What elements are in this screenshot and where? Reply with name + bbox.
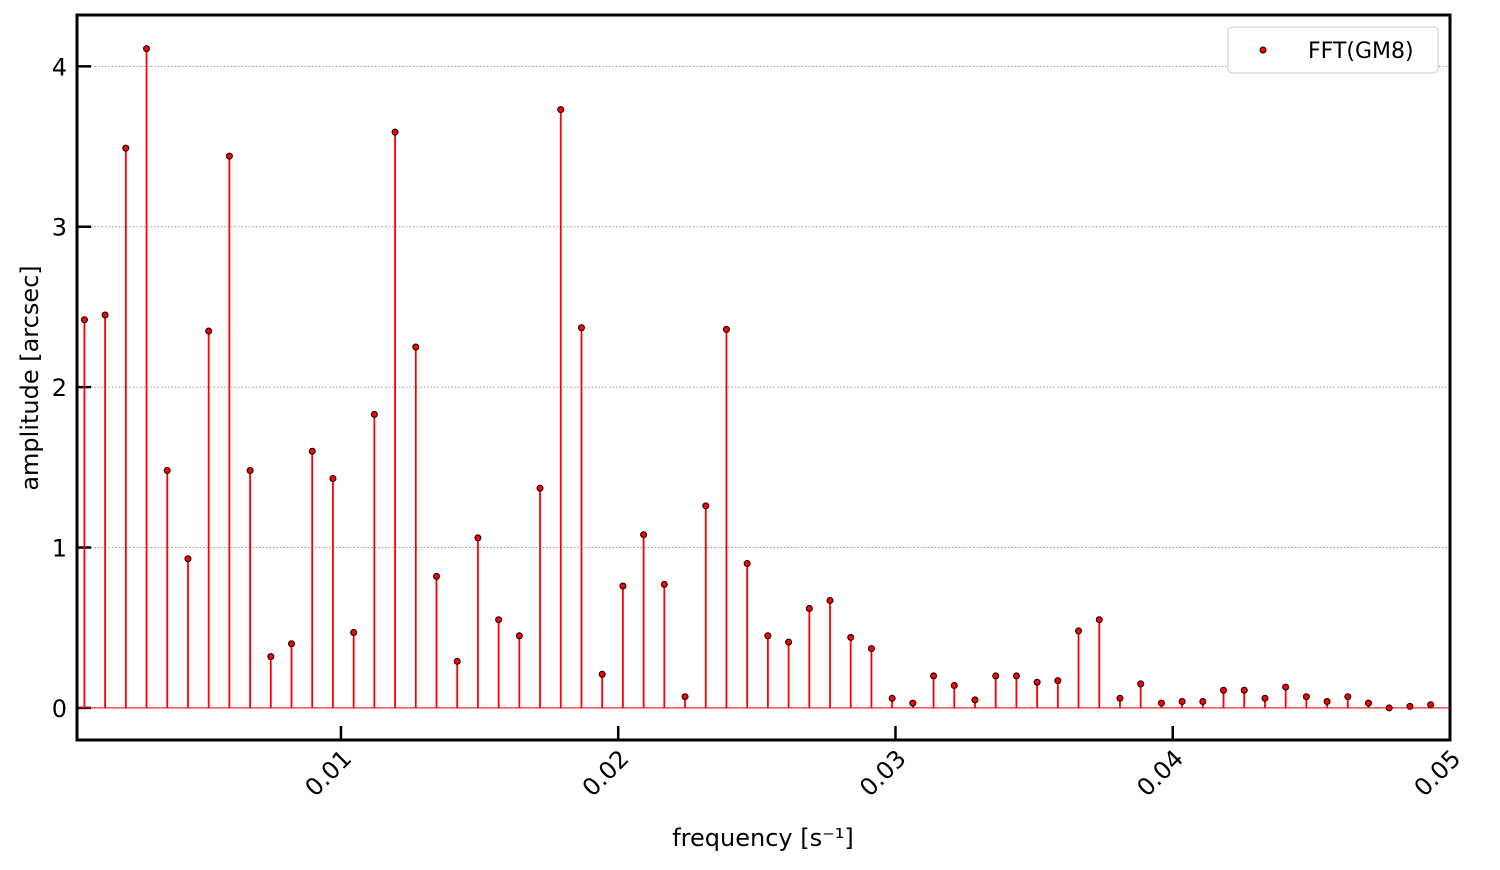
stem-marker [930,672,938,680]
stem-marker [122,144,130,152]
stem-marker [1385,704,1393,712]
x-tick-label: 0.02 [577,744,635,802]
stem-marker [867,645,875,653]
stem-marker [1012,672,1020,680]
stem-marker [764,632,772,640]
stem-marker [557,106,565,114]
stem-marker [598,670,606,678]
stem-marker [495,616,503,624]
stem-marker [1054,677,1062,685]
x-tick-label: 0.05 [1409,744,1467,802]
stem-marker [515,632,523,640]
stem-marker [681,693,689,701]
stem-marker [225,152,233,160]
plot-frame [75,13,1452,742]
legend-box [1227,26,1439,74]
stem-marker [743,560,751,568]
stem-marker [909,699,917,707]
stem-marker [370,410,378,418]
stem-marker [1302,693,1310,701]
stem-marker [432,572,440,580]
x-tick-label: 0.01 [300,744,358,802]
stem-marker [971,696,979,704]
stem-marker [888,694,896,702]
legend-label: FFT(GM8) [1308,39,1414,64]
stem-marker [660,580,668,588]
stem-marker [1427,701,1435,709]
stem-marker [1095,616,1103,624]
stem-marker [1406,702,1414,710]
stem-marker [453,657,461,665]
stem-marker [619,582,627,590]
stem-marker [1137,680,1145,688]
stem-marker [308,447,316,455]
stem-marker [1116,694,1124,702]
stem-marker [288,640,296,648]
stem-marker [992,672,1000,680]
x-tick-label: 0.04 [1131,744,1189,802]
legend: FFT(GM8) [1227,26,1439,74]
stem-marker [1033,678,1041,686]
x-tick-label: 0.03 [854,744,912,802]
stem-marker [702,502,710,510]
stem-marker [101,311,109,319]
stem-marker [577,324,585,332]
stem-marker [1344,693,1352,701]
stem-marker [1178,698,1186,706]
stem-marker [1220,686,1228,694]
stem-marker [391,128,399,136]
stem-marker [267,653,275,661]
y-tick-label: 2 [52,374,67,402]
stem-marker [80,316,88,324]
stem-marker [412,343,420,351]
stem-marker [640,531,648,539]
stem-marker [474,534,482,542]
legend-marker [1259,46,1267,54]
stem-marker [350,629,358,637]
stem-marker [1240,686,1248,694]
stem-marker [1075,627,1083,635]
stem-marker [205,327,213,335]
stem-marker [1282,683,1290,691]
stem-marker [163,467,171,475]
y-tick-label: 3 [52,214,67,242]
stem-marker [1199,698,1207,706]
stem-marker [536,484,544,492]
y-axis-label: amplitude [arcsec] [16,265,44,490]
stem-marker [246,467,254,475]
stem-marker [184,555,192,563]
stem-marker [847,633,855,641]
stem-marker [950,681,958,689]
y-tick-label: 0 [52,695,67,723]
y-tick-label: 4 [52,53,67,81]
stem-marker [1365,699,1373,707]
y-tick-label: 1 [52,535,67,563]
stem-marker [143,45,151,53]
stem-marker [1323,698,1331,706]
stem-marker [722,325,730,333]
x-axis-label: frequency [s⁻¹] [672,824,854,852]
stem-marker [805,604,813,612]
stem-marker [826,596,834,604]
stem-marker [785,638,793,646]
stem-marker [1261,694,1269,702]
stem-marker [1157,699,1165,707]
stem-marker [329,475,337,483]
